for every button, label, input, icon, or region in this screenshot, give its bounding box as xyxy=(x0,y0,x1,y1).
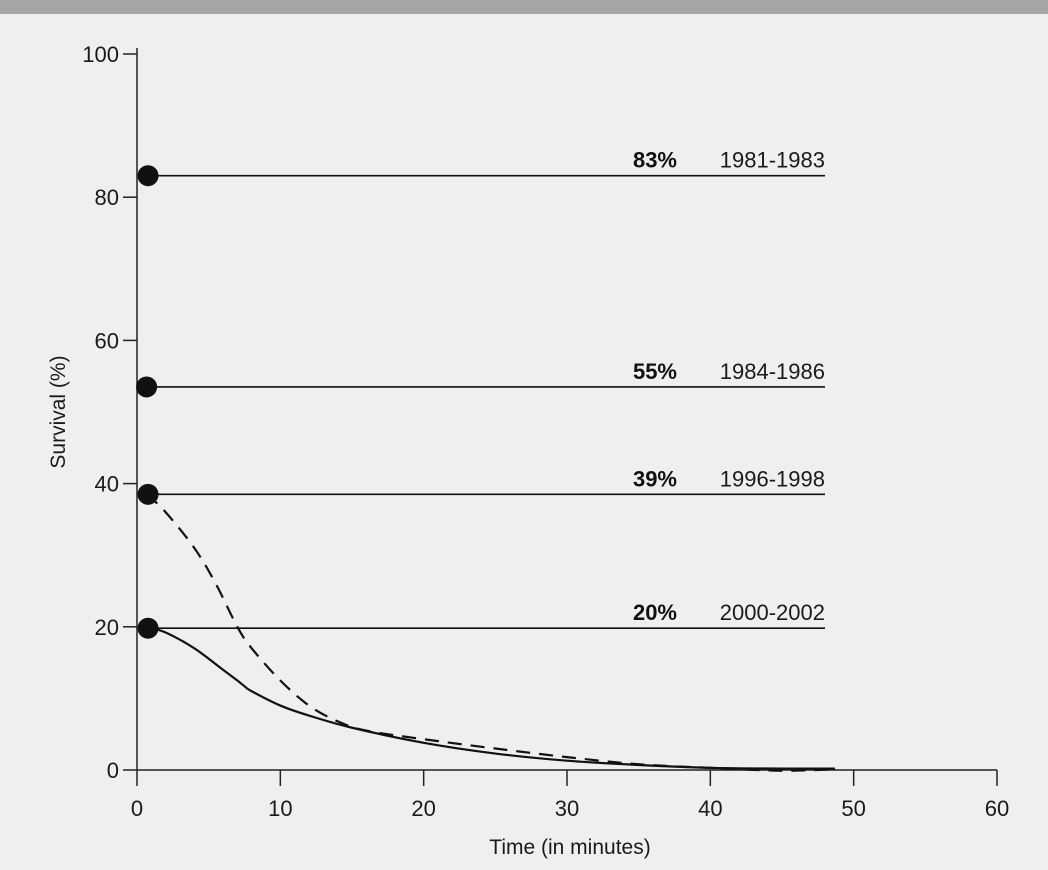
period-label: 2000-2002 xyxy=(720,600,825,625)
y-tick-label: 0 xyxy=(107,758,119,783)
x-tick-label: 40 xyxy=(698,796,722,821)
period-label: 1981-1983 xyxy=(720,148,825,173)
percent-label: 39% xyxy=(633,466,677,491)
top-bar xyxy=(0,0,1048,14)
y-tick-label: 60 xyxy=(95,328,119,353)
x-tick-label: 20 xyxy=(411,796,435,821)
x-tick-label: 10 xyxy=(268,796,292,821)
percent-label: 83% xyxy=(633,148,677,173)
y-tick-label: 20 xyxy=(95,615,119,640)
data-point-marker xyxy=(137,165,159,187)
y-axis-title: Survival (%) xyxy=(47,355,70,468)
dashed-survival-curve xyxy=(146,493,836,772)
percent-label: 20% xyxy=(633,600,677,625)
y-tick-label: 100 xyxy=(82,42,119,67)
y-tick-label: 40 xyxy=(95,472,119,497)
x-tick-label: 30 xyxy=(555,796,579,821)
percent-label: 55% xyxy=(633,359,677,384)
x-tick-label: 50 xyxy=(841,796,865,821)
data-point-marker xyxy=(136,376,158,398)
x-tick-label: 0 xyxy=(131,796,143,821)
x-tick-label: 60 xyxy=(985,796,1009,821)
x-axis-title: Time (in minutes) xyxy=(489,836,650,859)
data-point-marker xyxy=(137,617,159,639)
y-tick-label: 80 xyxy=(95,185,119,210)
period-label: 1984-1986 xyxy=(720,359,825,384)
period-label: 1996-1998 xyxy=(720,466,825,491)
